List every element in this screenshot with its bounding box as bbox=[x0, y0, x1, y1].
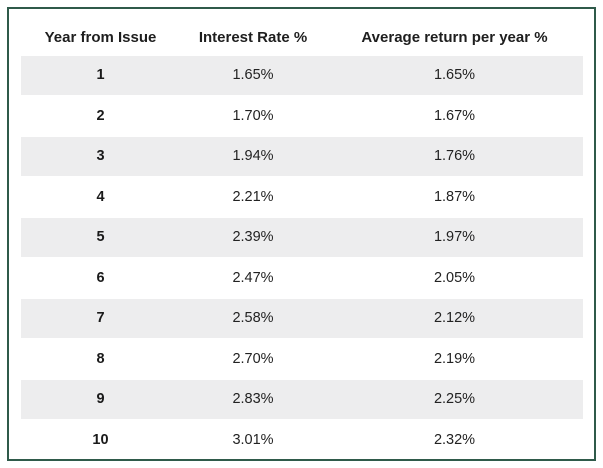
cell-year: 1 bbox=[21, 56, 180, 95]
table-header-row: Year from Issue Interest Rate % Average … bbox=[21, 20, 583, 54]
cell-interest-rate: 2.39% bbox=[180, 218, 326, 257]
table-row: 2 1.70% 1.67% bbox=[21, 97, 583, 136]
cell-average-return: 2.25% bbox=[326, 380, 583, 419]
cell-year: 8 bbox=[96, 350, 105, 367]
cell-average-return: 2.32% bbox=[433, 431, 476, 448]
cell-interest-rate: 2.58% bbox=[180, 299, 326, 338]
cell-average-return: 1.67% bbox=[433, 107, 476, 124]
rates-table: Year from Issue Interest Rate % Average … bbox=[21, 18, 583, 461]
cell-average-return: 1.97% bbox=[326, 218, 583, 257]
cell-interest-rate: 1.65% bbox=[180, 56, 326, 95]
cell-interest-rate: 2.83% bbox=[180, 380, 326, 419]
cell-year: 4 bbox=[96, 188, 105, 205]
cell-interest-rate: 1.94% bbox=[180, 137, 326, 176]
cell-year: 6 bbox=[96, 269, 105, 286]
table-row: 4 2.21% 1.87% bbox=[21, 178, 583, 217]
table-row: 6 2.47% 2.05% bbox=[21, 259, 583, 298]
cell-average-return: 1.65% bbox=[326, 56, 583, 95]
table-row: 8 2.70% 2.19% bbox=[21, 340, 583, 379]
header-average-return: Average return per year % bbox=[361, 28, 548, 46]
cell-interest-rate: 1.70% bbox=[232, 107, 274, 124]
table-row: 5 2.39% 1.97% bbox=[21, 218, 583, 257]
table-row: 10 3.01% 2.32% bbox=[21, 421, 583, 460]
cell-year: 5 bbox=[21, 218, 180, 257]
cell-year: 10 bbox=[92, 431, 109, 448]
table-frame: Year from Issue Interest Rate % Average … bbox=[7, 7, 596, 461]
header-interest-rate: Interest Rate % bbox=[198, 28, 308, 46]
table-body: 1 1.65% 1.65% 2 1.70% 1.67% 3 1.94% 1.76% 4 2.21% 1… bbox=[21, 56, 583, 459]
cell-average-return: 1.76% bbox=[326, 137, 583, 176]
cell-year: 3 bbox=[21, 137, 180, 176]
cell-average-return: 2.19% bbox=[433, 350, 476, 367]
cell-average-return: 1.87% bbox=[433, 188, 476, 205]
cell-interest-rate: 2.70% bbox=[232, 350, 274, 367]
header-year-from-issue: Year from Issue bbox=[44, 28, 157, 46]
table-row: 9 2.83% 2.25% bbox=[21, 380, 583, 419]
table-row: 7 2.58% 2.12% bbox=[21, 299, 583, 338]
cell-year: 7 bbox=[21, 299, 180, 338]
table-row: 3 1.94% 1.76% bbox=[21, 137, 583, 176]
cell-interest-rate: 2.47% bbox=[232, 269, 274, 286]
cell-year: 9 bbox=[21, 380, 180, 419]
cell-average-return: 2.05% bbox=[433, 269, 476, 286]
cell-interest-rate: 2.21% bbox=[232, 188, 274, 205]
cell-average-return: 2.12% bbox=[326, 299, 583, 338]
cell-interest-rate: 3.01% bbox=[232, 431, 274, 448]
table-row: 1 1.65% 1.65% bbox=[21, 56, 583, 95]
cell-year: 2 bbox=[96, 107, 105, 124]
